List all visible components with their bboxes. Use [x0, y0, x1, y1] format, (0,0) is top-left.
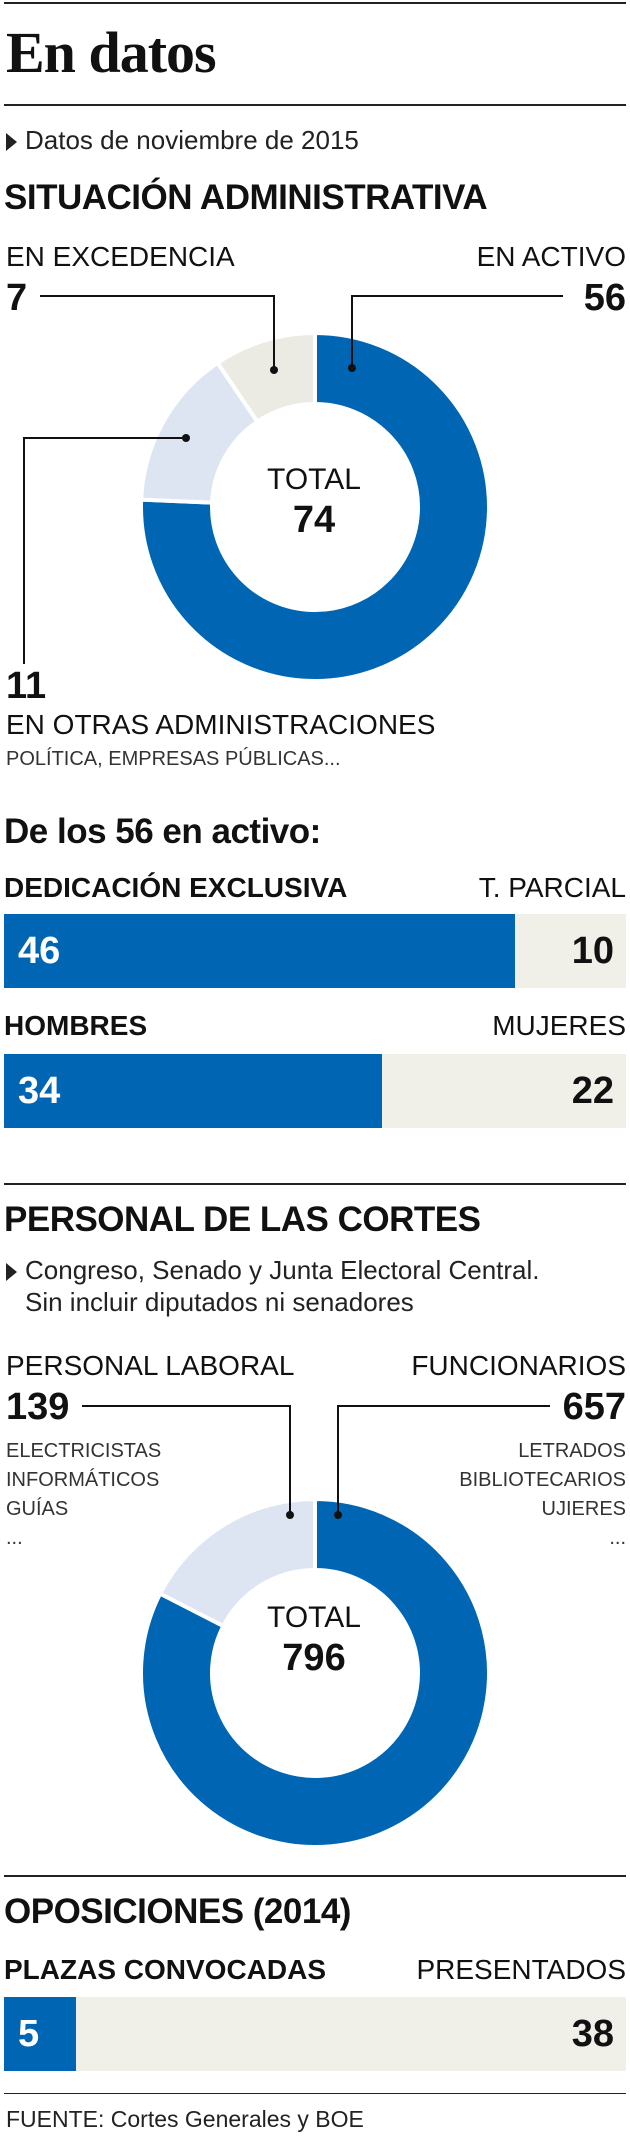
excedencia-dot	[270, 366, 278, 374]
dedicacion-bar-fill	[4, 914, 515, 988]
funcionarios-item: UJIERES	[541, 1498, 626, 1520]
activo-label: EN ACTIVO	[476, 241, 626, 272]
laboral-dot	[286, 1511, 294, 1519]
presentados-value: 38	[571, 2013, 614, 2055]
otras-sub: POLÍTICA, EMPRESAS PÚBLICAS...	[6, 748, 341, 770]
dedicacion-value: 46	[18, 930, 61, 972]
footer-rule	[4, 2093, 626, 2094]
excedencia-value: 7	[6, 277, 28, 319]
slice-excedencia	[214, 330, 317, 425]
funcionarios-label: FUNCIONARIOS	[411, 1350, 626, 1381]
laboral-items: ELECTRICISTAS INFORMÁTICOS GUÍAS ...	[6, 1437, 161, 1553]
situacion-total: TOTAL 74	[214, 462, 414, 542]
laboral-item: GUÍAS	[6, 1498, 69, 1520]
funcionarios-item: LETRADOS	[518, 1440, 626, 1462]
laboral-item: ...	[6, 1527, 23, 1549]
situacion-title: SITUACIÓN ADMINISTRATIVA	[4, 178, 488, 217]
hombres-bar-fill	[4, 1054, 382, 1128]
personal-total: TOTAL 796	[214, 1600, 414, 1680]
mujeres-value: 22	[571, 1070, 614, 1112]
funcionarios-dot	[334, 1511, 342, 1519]
excedencia-leader	[40, 295, 275, 370]
activo-value: 56	[583, 277, 626, 319]
activo-leader	[351, 295, 563, 368]
plazas-bar-fill	[4, 1997, 77, 2071]
otras-label: EN OTRAS ADMINISTRACIONES	[6, 709, 436, 740]
situacion-total-value: 74	[292, 499, 336, 541]
laboral-value: 139	[6, 1386, 70, 1428]
oposiciones-bar: 5 38	[4, 1997, 626, 2071]
dedicacion-label: DEDICACIÓN EXCLUSIVA	[4, 872, 348, 903]
laboral-item: INFORMÁTICOS	[6, 1469, 160, 1491]
parcial-value: 10	[571, 930, 614, 972]
funcionarios-item: BIBLIOTECARIOS	[459, 1469, 626, 1491]
personal-leader-lines	[82, 1405, 550, 1515]
source-note: FUENTE: Cortes Generales y BOE	[6, 2106, 364, 2132]
slice-en-activo	[139, 330, 491, 683]
otras-value: 11	[6, 665, 47, 707]
hombres-value: 34	[18, 1070, 61, 1112]
dedicacion-bar: 46 10	[4, 914, 626, 988]
header-rule	[4, 104, 626, 106]
slice-personal-laboral	[157, 1496, 317, 1629]
funcionarios-item: ...	[609, 1527, 626, 1549]
laboral-leader	[82, 1405, 291, 1515]
plazas-label: PLAZAS CONVOCADAS	[4, 1954, 327, 1985]
personal-title: PERSONAL DE LAS CORTES	[4, 1200, 481, 1239]
triangle-bullet-icon	[6, 133, 17, 151]
situacion-leader-dots	[182, 364, 356, 442]
plazas-value: 5	[18, 2013, 40, 2055]
slice-funcionarios	[139, 1496, 491, 1849]
triangle-bullet-icon	[6, 1263, 17, 1281]
funcionarios-leader	[337, 1405, 550, 1515]
presentados-label: PRESENTADOS	[416, 1954, 626, 1985]
otras-leader	[23, 437, 186, 664]
personal-rule	[4, 1183, 626, 1185]
date-note-text: Datos de noviembre de 2015	[25, 125, 359, 155]
personal-total-label: TOTAL	[267, 1601, 361, 1634]
mujeres-label: MUJERES	[492, 1010, 626, 1041]
activo-dot	[348, 364, 356, 372]
oposiciones-title: OPOSICIONES (2014)	[4, 1892, 351, 1931]
hombres-label: HOMBRES	[4, 1010, 148, 1041]
situacion-donut-chart	[23, 295, 563, 683]
personal-donut-chart	[82, 1405, 550, 1849]
otras-dot	[182, 434, 190, 442]
laboral-label: PERSONAL LABORAL	[6, 1350, 295, 1381]
personal-note-line1: Congreso, Senado y Junta Electoral Centr…	[25, 1255, 540, 1285]
personal-note-line2: Sin incluir diputados ni senadores	[25, 1287, 414, 1317]
personal-total-value: 796	[282, 1637, 346, 1679]
personal-donut	[139, 1496, 491, 1849]
parcial-label: T. PARCIAL	[478, 872, 626, 903]
personal-note: Congreso, Senado y Junta Electoral Centr…	[6, 1254, 540, 1318]
situacion-leader-lines	[23, 295, 563, 664]
hombres-bar: 34 22	[4, 1054, 626, 1128]
page-title: En datos	[6, 20, 217, 85]
top-rule	[4, 2, 626, 4]
funcionarios-value: 657	[562, 1386, 626, 1428]
activos-title: De los 56 en activo:	[4, 812, 321, 851]
funcionarios-items: LETRADOS BIBLIOTECARIOS UJIERES ...	[459, 1437, 626, 1553]
laboral-item: ELECTRICISTAS	[6, 1440, 162, 1462]
situacion-total-label: TOTAL	[267, 463, 361, 496]
date-note: Datos de noviembre de 2015	[6, 124, 359, 156]
personal-leader-dots	[286, 1511, 342, 1519]
situacion-donut	[139, 330, 491, 683]
excedencia-label: EN EXCEDENCIA	[6, 241, 235, 272]
oposiciones-rule	[4, 1875, 626, 1877]
